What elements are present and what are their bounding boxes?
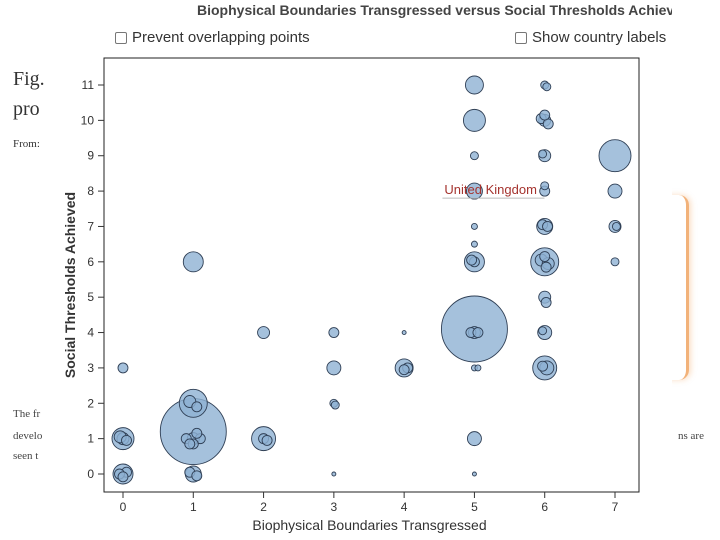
x-tick-label: 1 xyxy=(190,500,197,514)
chart-panel xyxy=(55,58,672,540)
x-tick-label: 6 xyxy=(541,500,548,514)
data-point xyxy=(607,183,623,199)
data-point xyxy=(330,400,340,410)
x-tick-label: 0 xyxy=(120,500,127,514)
data-point xyxy=(598,139,632,173)
x-tick-label: 2 xyxy=(260,500,267,514)
x-tick-label: 5 xyxy=(471,500,478,514)
highlight-label: United Kingdom xyxy=(444,182,537,197)
data-point xyxy=(537,360,549,372)
prevent-overlap-checkbox[interactable] xyxy=(115,31,127,44)
y-tick-label: 0 xyxy=(87,467,94,481)
data-point xyxy=(471,471,477,477)
x-tick-label: 3 xyxy=(331,500,338,514)
data-point xyxy=(474,364,482,372)
data-point xyxy=(466,254,478,266)
data-point xyxy=(470,240,478,248)
prevent-overlap-toggle[interactable]: Prevent overlapping points xyxy=(115,29,310,46)
y-tick-label: 8 xyxy=(87,184,94,198)
y-tick-label: 4 xyxy=(87,326,94,340)
data-point xyxy=(610,257,620,267)
data-point xyxy=(182,251,204,273)
data-point xyxy=(191,401,203,413)
background-text-fragment: ns are xyxy=(678,430,704,442)
data-point xyxy=(540,297,552,308)
data-point xyxy=(257,326,271,339)
data-point xyxy=(117,471,129,483)
y-tick-label: 3 xyxy=(87,361,94,375)
data-point xyxy=(611,222,621,231)
data-point xyxy=(261,434,273,446)
data-point xyxy=(328,327,340,338)
data-point xyxy=(540,181,550,191)
data-point xyxy=(539,251,551,262)
data-point xyxy=(539,109,551,121)
data-point xyxy=(540,261,552,273)
background-text-line: develo xyxy=(13,430,43,442)
show-country-labels-toggle[interactable]: Show country labels xyxy=(515,29,675,46)
data-point xyxy=(331,471,337,477)
background-fig-label: Fig. xyxy=(13,68,45,90)
show-country-labels-label: Show country labels xyxy=(532,29,667,46)
plot-frame xyxy=(103,57,640,493)
y-tick-label: 5 xyxy=(87,290,94,304)
data-point xyxy=(191,470,203,482)
data-point xyxy=(466,431,482,447)
data-point xyxy=(117,362,129,374)
data-point xyxy=(465,182,483,200)
data-point xyxy=(542,221,553,232)
data-point xyxy=(401,330,407,335)
data-point xyxy=(469,151,479,161)
data-point xyxy=(470,223,478,230)
prevent-overlap-label: Prevent overlapping points xyxy=(132,29,310,46)
background-from-label: From: xyxy=(13,138,40,150)
data-point xyxy=(184,438,196,450)
y-tick-label: 7 xyxy=(87,219,94,233)
y-tick-label: 10 xyxy=(81,113,95,127)
show-country-labels-checkbox[interactable] xyxy=(515,31,527,44)
y-tick-label: 6 xyxy=(87,255,94,269)
data-point xyxy=(462,108,486,132)
y-tick-label: 9 xyxy=(87,149,94,163)
background-text-line: The fr xyxy=(13,408,41,420)
data-point xyxy=(538,149,548,159)
chart-title: Biophysical Boundaries Transgressed vers… xyxy=(197,2,672,18)
y-tick-label: 1 xyxy=(87,432,94,446)
data-point xyxy=(191,427,203,439)
x-tick-label: 4 xyxy=(401,500,408,514)
background-heading-fragment: pro xyxy=(13,98,40,120)
data-point xyxy=(472,327,484,338)
data-point xyxy=(326,360,342,376)
y-tick-label: 2 xyxy=(87,396,94,410)
data-point xyxy=(538,326,548,336)
x-tick-label: 7 xyxy=(612,500,619,514)
y-axis-title: Social Thresholds Achieved xyxy=(62,192,78,378)
data-point xyxy=(121,434,132,446)
data-point xyxy=(542,82,552,92)
background-text-line: seen t xyxy=(13,450,39,462)
background-accent-panel xyxy=(666,195,689,380)
x-axis-title: Biophysical Boundaries Transgressed xyxy=(252,517,486,533)
data-point xyxy=(398,364,410,376)
data-point xyxy=(464,75,484,95)
y-tick-label: 11 xyxy=(82,78,95,92)
